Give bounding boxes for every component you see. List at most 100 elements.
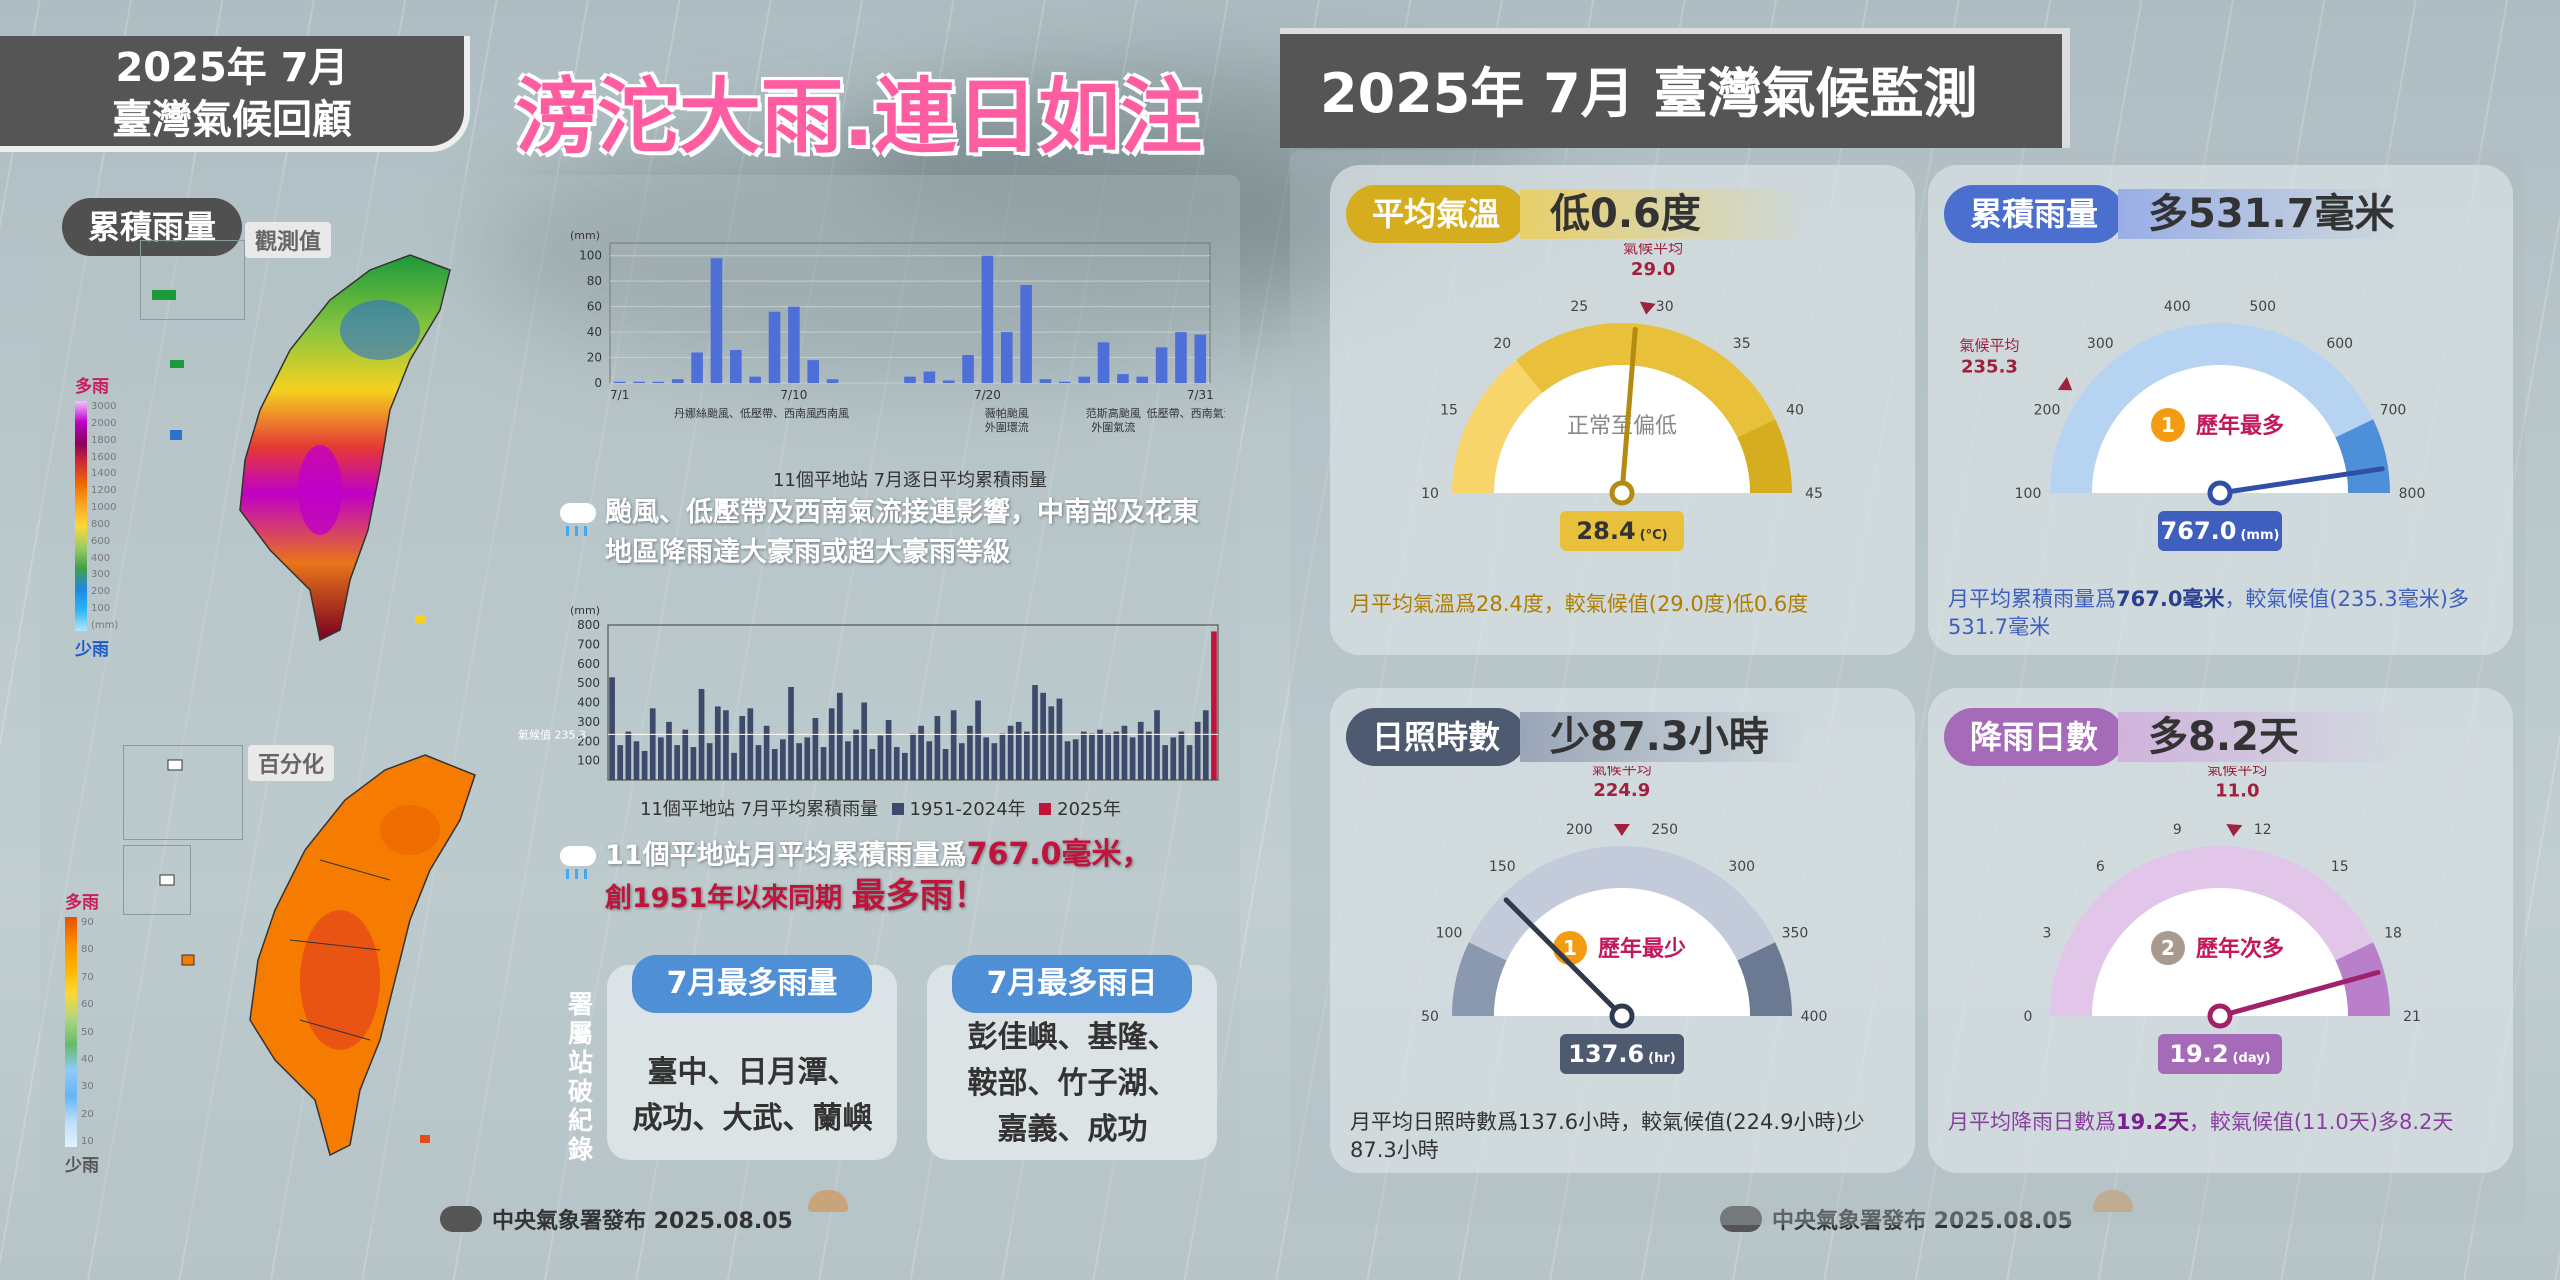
bar <box>674 745 680 780</box>
bar <box>1129 737 1136 780</box>
gauge-needle <box>2217 466 2385 496</box>
bar <box>617 745 624 780</box>
gauge-tick-label: 800 <box>2399 486 2426 502</box>
bar <box>658 737 664 780</box>
bar <box>633 741 640 780</box>
mushroom-icon <box>808 1190 848 1212</box>
bar <box>609 677 615 780</box>
bar <box>1072 739 1079 780</box>
bar <box>1202 710 1209 780</box>
card-diff: 低0.6度 <box>1520 189 1810 239</box>
most-rain-title: 7月最多雨量 <box>632 955 872 1013</box>
bar <box>763 725 770 780</box>
bar <box>633 381 645 383</box>
gauge-tick-label: 250 <box>1651 822 1678 838</box>
rain-legend-top: 多雨 <box>75 377 109 397</box>
gauge-hub <box>2207 480 2233 506</box>
bar <box>747 708 754 780</box>
y-tick-label: 300 <box>577 715 600 729</box>
most-days-body: 彭佳嶼、基隆、 鞍部、竹子湖、 嘉義、成功 <box>967 1020 1178 1147</box>
x-tick-label: 7/20 <box>974 388 1001 402</box>
bar <box>885 719 892 780</box>
gauge-tick-label: 18 <box>2384 926 2402 942</box>
y-tick-label: 600 <box>577 657 600 671</box>
bar <box>1146 731 1152 780</box>
pct-legend-value: 80 <box>81 944 94 956</box>
bar <box>649 708 656 780</box>
bar <box>962 355 974 383</box>
bar <box>723 710 729 780</box>
bar <box>1162 745 1168 780</box>
bar <box>893 747 900 780</box>
y-tick-label: 400 <box>577 696 600 710</box>
gauge-status: 正常至偏低 <box>1567 414 1677 439</box>
card-sunshine: 日照時數 少87.3小時 50 100 150 200 250 300 350 400 氣候平均 22… <box>1330 688 1915 1173</box>
climate-label: 氣候值 235.3 <box>518 727 586 741</box>
y-tick-label: 80 <box>587 274 602 288</box>
bar <box>1080 731 1087 780</box>
climate-marker <box>2057 376 2073 391</box>
footer-right: 中央氣象署發布 2025.08.05 <box>1720 1203 2073 1235</box>
gauge-tick-label: 400 <box>1801 1009 1828 1025</box>
climate-marker <box>2226 823 2243 837</box>
footer-left-text: 中央氣象署發布 2025.08.05 <box>492 1209 793 1234</box>
gauge-tick-label: 9 <box>2173 822 2182 838</box>
y-tick-label: 0 <box>594 376 602 390</box>
gauge: 0 3 6 9 12 15 18 21 氣候平均 11.0 2 歷年次多 19.2 (day) <box>2024 766 2421 1074</box>
gauge-needle <box>1619 327 1638 496</box>
rain-legend-value: 100 <box>91 603 111 615</box>
y-tick-label: 800 <box>577 618 600 632</box>
bar <box>1064 741 1071 780</box>
gauge-tick-label: 6 <box>2096 859 2105 875</box>
card-diff: 少87.3小時 <box>1520 712 1810 762</box>
gauge-tick-label: 45 <box>1805 486 1823 502</box>
cloud-shape <box>480 120 1380 380</box>
bar <box>768 311 781 383</box>
rain-legend-value: 1200 <box>91 485 117 497</box>
monthly-chart-legend: 11個平地站 7月平均累積雨量 1951-2024年 2025年 <box>640 795 1200 821</box>
climate-label: 氣候平均 <box>1592 766 1652 778</box>
cloud-rain-icon <box>560 497 600 537</box>
rain-legend-value: 3000 <box>91 401 117 412</box>
y-tick-label: 60 <box>587 300 602 314</box>
bar <box>967 725 973 780</box>
bar <box>845 741 851 780</box>
gauge-needle <box>1503 897 1625 1019</box>
gauge-value: 137.6 (hr) <box>1568 1040 1675 1068</box>
percent-legend: 多雨 90 80 70 60 50 40 30 20 10 少雨 <box>65 888 99 1176</box>
pct-legend-value: 30 <box>81 1081 94 1093</box>
bar <box>1040 692 1046 780</box>
gauge: 50 100 150 200 250 300 350 400 氣候平均 224.9 1 歷年最少 137… <box>1421 766 1828 1074</box>
gauge-tick-label: 15 <box>2331 859 2349 875</box>
card-title: 日照時數 <box>1346 708 1527 766</box>
bar <box>710 258 723 383</box>
climate-label: 氣候平均 <box>1623 243 1683 257</box>
bar <box>1175 332 1187 383</box>
rain-legend-value: 1000 <box>91 502 117 514</box>
bar <box>1121 725 1128 780</box>
bar <box>975 700 981 780</box>
cwa-logo-icon <box>1720 1206 1762 1232</box>
gauge-tick-label: 500 <box>2249 299 2276 315</box>
bar <box>706 743 713 780</box>
rank-text: 歷年次多 <box>2196 936 2284 962</box>
pct-legend-value: 70 <box>81 971 94 983</box>
pct-legend-value: 60 <box>81 999 94 1011</box>
monthly-chart-caption: 11個平地站 7月平均累積雨量 <box>640 799 879 820</box>
bar-2025 <box>1211 631 1217 780</box>
bar <box>1097 342 1110 383</box>
legend-hist: 1951-2024年 <box>909 799 1026 820</box>
gauge-tick-label: 300 <box>2087 336 2114 352</box>
inset-box <box>140 240 245 320</box>
bar <box>1194 721 1201 780</box>
annotation: 低壓帶、西南氣流 <box>1147 406 1225 420</box>
rain-legend-value: 1600 <box>91 451 117 463</box>
bar <box>1178 731 1185 780</box>
bar <box>780 739 786 780</box>
rain-map-tag: 累積雨量 <box>62 198 242 256</box>
observed-tag: 觀測值 <box>245 222 332 258</box>
card-title: 累積雨量 <box>1944 185 2125 243</box>
gauge-segment <box>2050 323 2374 493</box>
headline-part1: 滂沱大雨 <box>515 70 844 165</box>
rain-legend-bar <box>75 401 87 631</box>
